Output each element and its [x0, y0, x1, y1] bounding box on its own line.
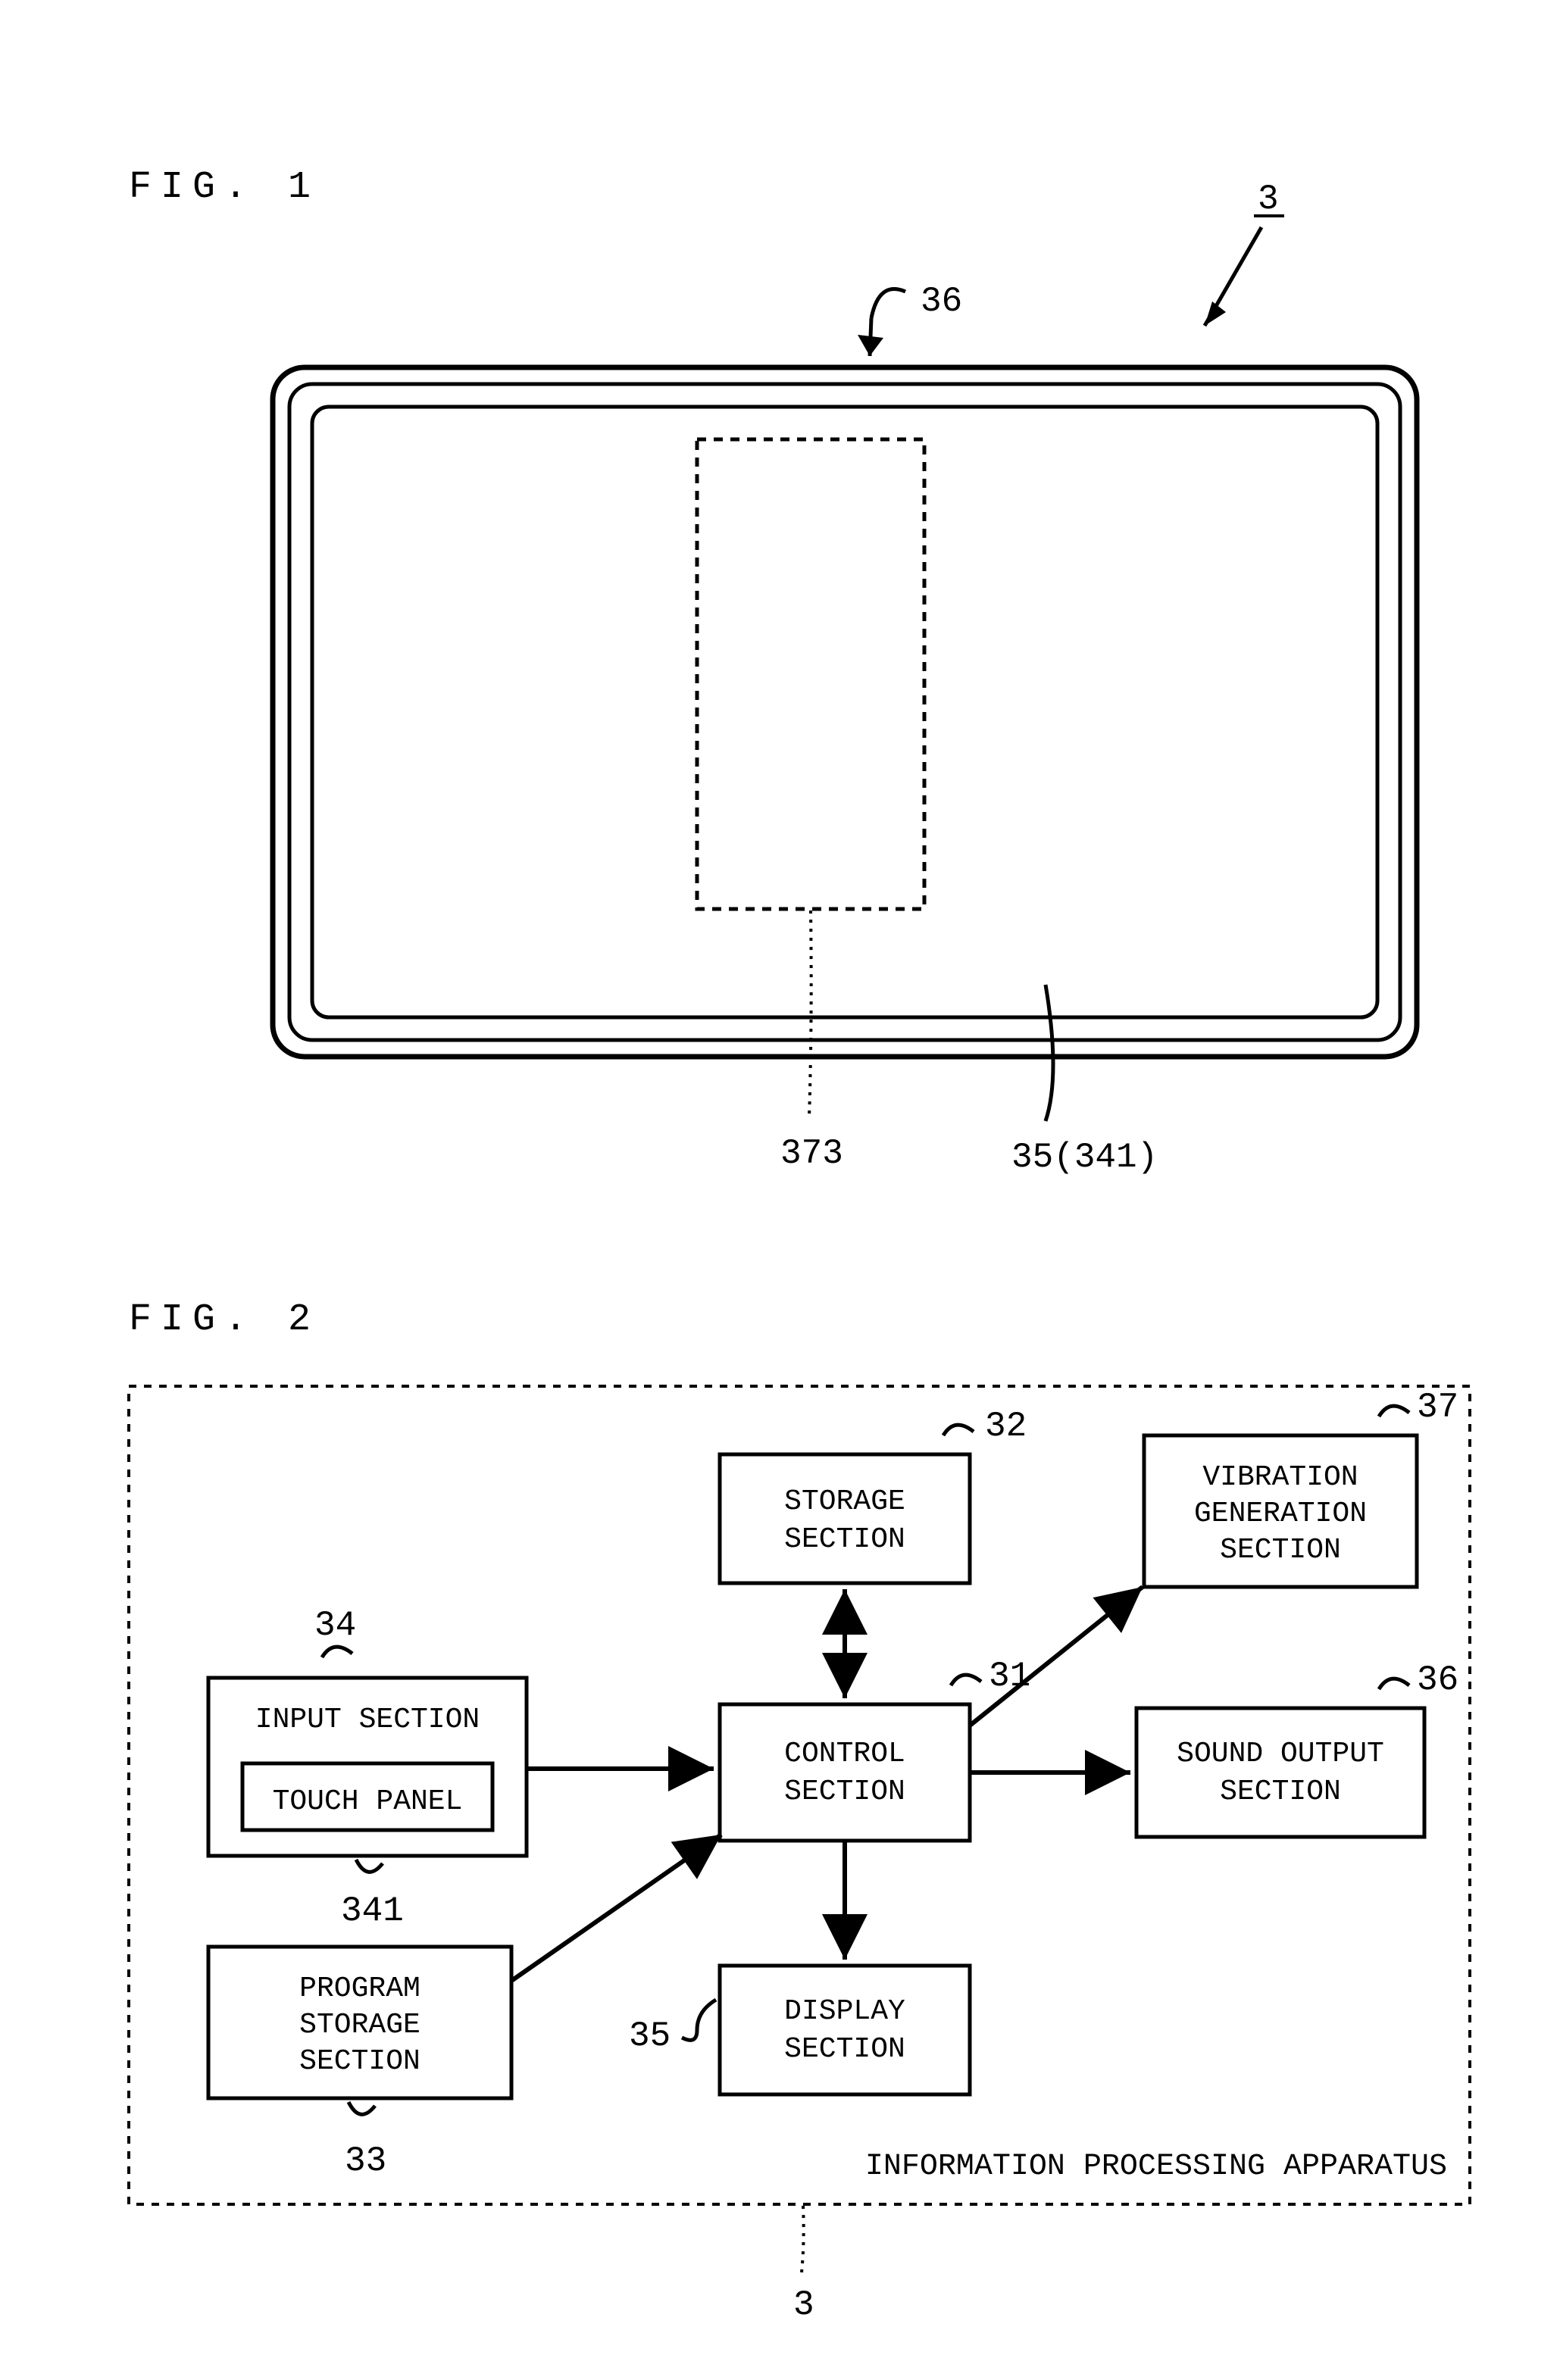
figure-1: FIG. 1 3 36 373 35(341) [129, 166, 1417, 1177]
fig1-ref-36-arrowhead [858, 335, 883, 356]
fig2-program-line1: PROGRAM [299, 1972, 420, 2005]
fig2-control-box: CONTROL SECTION 31 [720, 1657, 1030, 1841]
fig2-storage-line1: STORAGE [784, 1485, 905, 1518]
fig2-display-ref: 35 [629, 2016, 671, 2056]
fig2-input-box: INPUT SECTION 34 TOUCH PANEL 341 [208, 1606, 527, 1931]
fig2-control-line2: SECTION [784, 1776, 905, 1808]
fig2-vibration-box: VIBRATION GENERATION SECTION 37 [1144, 1388, 1458, 1587]
fig2-container-label: INFORMATION PROCESSING APPARATUS [865, 2150, 1447, 2184]
fig2-vibration-line3: SECTION [1220, 1534, 1341, 1566]
fig2-storage-ref: 32 [985, 1407, 1027, 1446]
fig2-container-ref-leader [802, 2206, 804, 2272]
fig2-input-ref: 34 [314, 1606, 356, 1645]
fig2-control-ref: 31 [989, 1657, 1030, 1696]
fig2-input-line1: INPUT SECTION [255, 1704, 480, 1736]
fig2-sound-line1: SOUND OUTPUT [1177, 1738, 1384, 1770]
fig1-device-inner [312, 407, 1377, 1017]
fig1-ref-36: 36 [921, 282, 962, 321]
fig2-sound-line2: SECTION [1220, 1776, 1341, 1808]
fig2-title: FIG. 2 [129, 1298, 320, 1341]
fig1-ref-36-leader [871, 289, 905, 318]
fig1-ref-3-arrowhead [1205, 301, 1226, 326]
fig2-container-ref: 3 [793, 2285, 814, 2325]
fig1-title: FIG. 1 [129, 166, 320, 209]
patent-figures-svg: FIG. 1 3 36 373 35(341) FIG. 2 STO [0, 0, 1560, 2380]
fig2-sound-ref: 36 [1417, 1660, 1458, 1700]
fig2-display-box: DISPLAY SECTION 35 [629, 1966, 970, 2094]
fig1-ref-373: 373 [780, 1134, 843, 1173]
fig1-ref-35-341: 35(341) [1011, 1138, 1158, 1177]
figure-2: FIG. 2 STORAGE SECTION 32 VIBRATION GENE… [129, 1298, 1470, 2325]
fig2-touch-line1: TOUCH PANEL [273, 1785, 463, 1818]
fig2-program-box: PROGRAM STORAGE SECTION 33 [208, 1947, 511, 2181]
fig2-program-line2: STORAGE [299, 2009, 420, 2041]
fig2-arrow-program-control [511, 1835, 721, 1981]
fig2-sound-box: SOUND OUTPUT SECTION 36 [1136, 1660, 1458, 1837]
fig2-control-line1: CONTROL [784, 1738, 905, 1770]
fig2-display-line2: SECTION [784, 2033, 905, 2066]
fig2-vibration-line2: GENERATION [1194, 1498, 1367, 1530]
fig1-ref-3: 3 [1258, 180, 1279, 219]
fig2-vibration-ref: 37 [1417, 1388, 1458, 1427]
fig2-vibration-line1: VIBRATION [1202, 1461, 1358, 1494]
fig2-program-line3: SECTION [299, 2045, 420, 2078]
fig2-program-ref: 33 [345, 2141, 386, 2181]
fig2-display-line1: DISPLAY [784, 1995, 905, 2028]
fig2-touch-ref: 341 [341, 1891, 404, 1931]
fig2-storage-line2: SECTION [784, 1523, 905, 1556]
fig2-storage-box: STORAGE SECTION 32 [720, 1407, 1027, 1583]
